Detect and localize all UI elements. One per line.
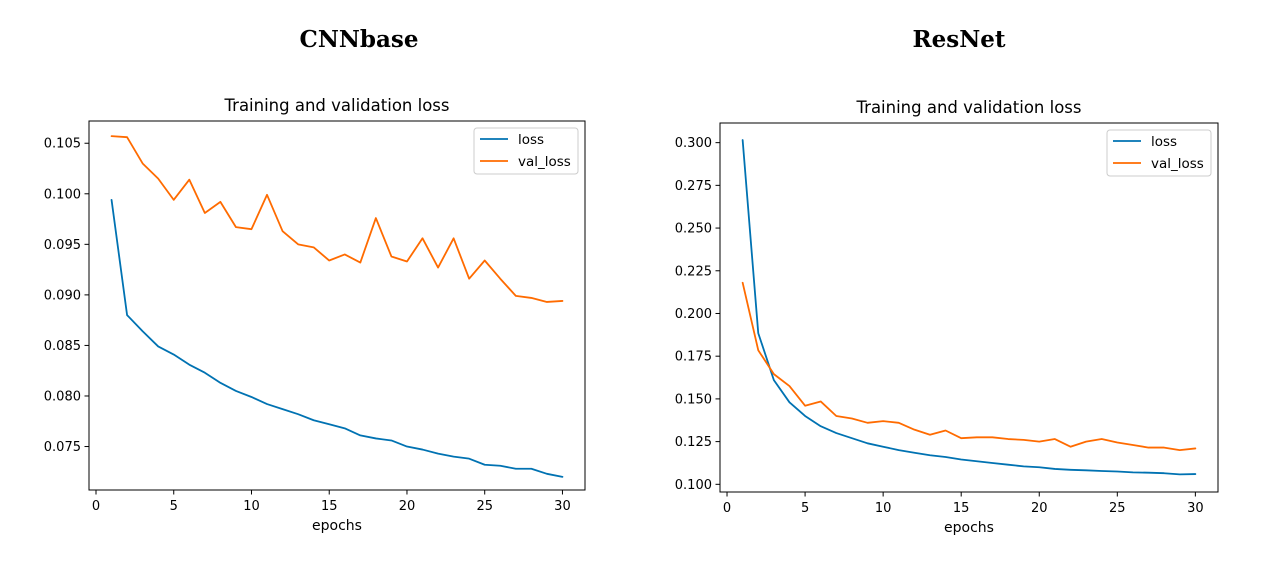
resnet-series-loss-line [741,139,1197,476]
cnnbase-series-loss-line [110,198,564,478]
resnet-x-tick-label: 5 [801,501,809,516]
resnet-series-val-loss-line [741,281,1197,452]
cnnbase-x-tick-label: 15 [321,499,338,514]
resnet-x-tick-label: 10 [875,501,892,516]
cnnbase-y-tick-label: 0.075 [44,440,81,455]
cnnbase-legend-label-val-loss: val_loss [518,154,571,170]
resnet-x-axis-label: epochs [944,520,994,536]
cnnbase-y-tick-label: 0.080 [44,389,81,404]
cnnbase-chart: Training and validation loss 0 5 10 15 20 25 30… [44,96,586,534]
cnnbase-x-tick-label: 20 [399,499,416,514]
resnet-legend-label-val-loss: val_loss [1151,156,1204,172]
resnet-y-tick-label: 0.175 [675,350,712,365]
resnet-y-tick-label: 0.200 [675,307,712,322]
resnet-y-tick-label: 0.300 [675,136,712,151]
resnet-chart-title: Training and validation loss [856,98,1082,117]
resnet-y-tick-label: 0.275 [675,179,712,194]
cnnbase-x-tick-label: 10 [243,499,260,514]
cnnbase-legend: loss val_loss [473,127,579,175]
resnet-y-tick-label: 0.150 [675,392,712,407]
resnet-x-tick-label: 20 [1031,501,1048,516]
resnet-x-tick-label: 25 [1109,501,1126,516]
cnnbase-y-tick-label: 0.085 [44,339,81,354]
cnnbase-y-tick-label: 0.090 [44,288,81,303]
cnnbase-y-tick-label: 0.105 [44,137,81,152]
resnet-plot-frame [719,122,1219,493]
cnnbase-x-tick-label: 30 [554,499,571,514]
cnnbase-x-tick-label: 0 [92,499,100,514]
cnnbase-y-tick-label: 0.095 [44,238,81,253]
panel-heading-cnnbase: CNNbase [299,26,419,53]
resnet-x-tick-label: 15 [953,501,970,516]
resnet-x-tick-label: 30 [1187,501,1204,516]
resnet-y-tick-label: 0.250 [675,222,712,237]
panel-heading-resnet: ResNet [912,26,1006,53]
resnet-legend-label-loss: loss [1151,134,1177,150]
resnet-y-tick-label: 0.100 [675,478,712,493]
resnet-x-tick-label: 0 [723,501,731,516]
cnnbase-x-tick-label: 5 [170,499,178,514]
cnnbase-chart-title: Training and validation loss [224,96,450,115]
cnnbase-y-tick-label: 0.100 [44,187,81,202]
cnnbase-legend-label-loss: loss [518,132,544,148]
resnet-chart: Training and validation loss 0 5 10 15 20 25 30… [675,98,1219,536]
resnet-y-tick-label: 0.125 [675,435,712,450]
resnet-legend: loss val_loss [1106,129,1212,177]
cnnbase-x-axis-label: epochs [312,518,362,534]
resnet-y-tick-label: 0.225 [675,264,712,279]
cnnbase-x-tick-label: 25 [476,499,493,514]
cnnbase-plot-frame [88,120,586,491]
cnnbase-series-val-loss-line [110,135,564,303]
